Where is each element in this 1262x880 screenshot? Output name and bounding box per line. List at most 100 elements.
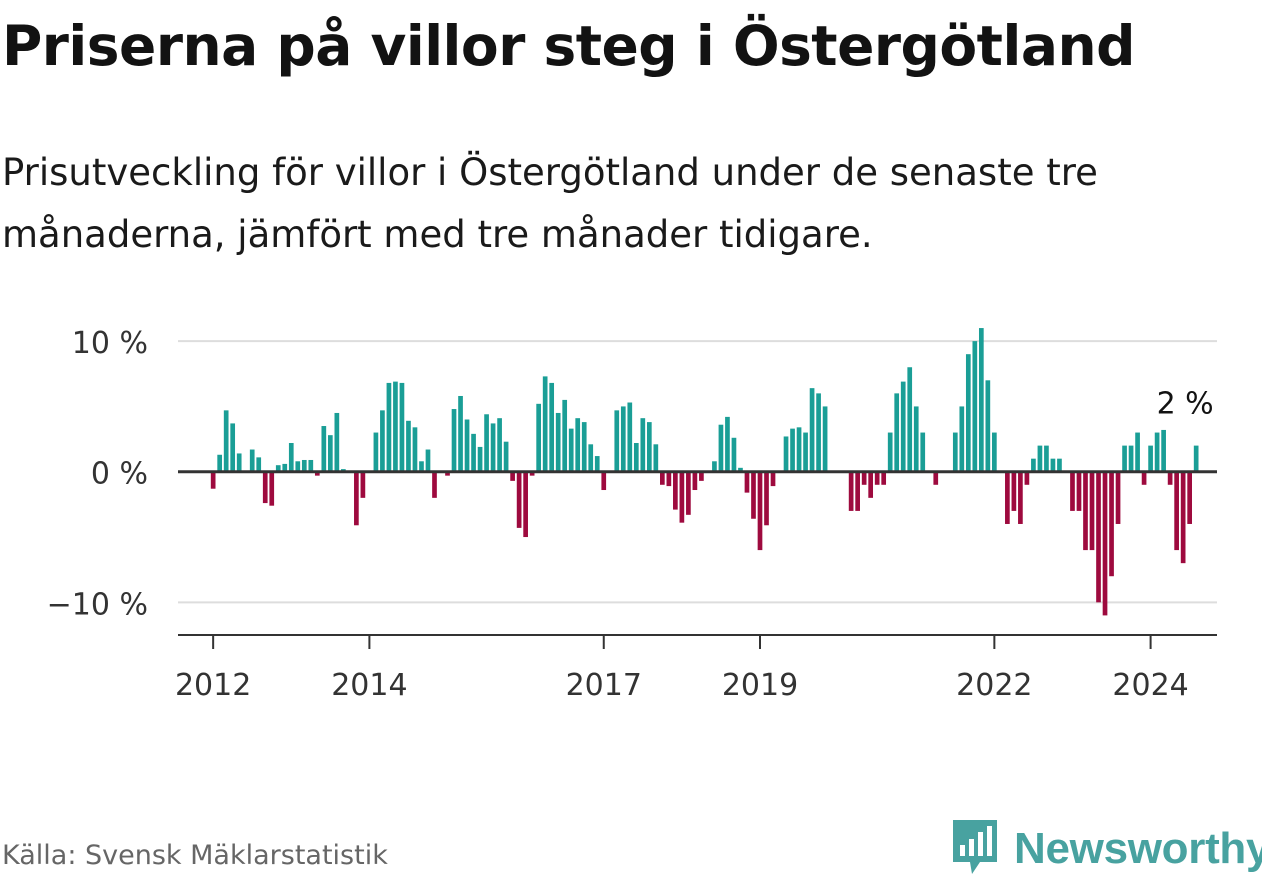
bar — [679, 471, 685, 523]
y-axis-labels: 10 % 0 % −10 % — [47, 326, 148, 622]
bar — [712, 461, 717, 472]
y-tick-label: 10 % — [72, 326, 148, 361]
bar — [562, 399, 568, 472]
bar — [646, 422, 652, 472]
bar — [217, 454, 223, 472]
bar — [1109, 471, 1114, 577]
bar — [301, 459, 307, 472]
bar — [1187, 471, 1192, 524]
bar — [516, 471, 522, 528]
bar — [1011, 471, 1017, 511]
bar — [1135, 432, 1140, 472]
bar — [699, 471, 704, 481]
bar — [373, 432, 379, 472]
latest-value-annotation: 2 % — [1157, 387, 1214, 422]
bar — [230, 423, 236, 472]
bar — [1141, 471, 1147, 485]
bar — [614, 410, 620, 472]
bar — [1096, 471, 1101, 603]
bar — [419, 461, 424, 472]
bar — [907, 367, 913, 472]
bar — [633, 443, 639, 472]
bar — [738, 467, 743, 472]
bar — [249, 449, 255, 472]
bar — [1018, 471, 1023, 524]
page-title: Priserna på villor steg i Östergötland — [2, 14, 1135, 78]
page-subtitle: Prisutveckling för villor i Östergötland… — [2, 151, 1098, 256]
bar — [920, 432, 926, 472]
bar — [223, 410, 229, 472]
bar — [1180, 471, 1186, 564]
x-tick-label: 2022 — [956, 668, 1032, 703]
bar — [1005, 471, 1010, 524]
bar — [575, 418, 581, 472]
bar — [978, 328, 984, 472]
bar — [874, 471, 880, 485]
bar — [822, 406, 828, 472]
bar — [686, 471, 691, 515]
bar — [1174, 471, 1179, 551]
bar — [406, 420, 411, 472]
bar — [653, 444, 659, 472]
bar — [1050, 458, 1056, 472]
bar — [992, 432, 997, 472]
bar — [1037, 445, 1043, 472]
bar — [295, 461, 301, 472]
bar — [809, 388, 815, 472]
bars — [210, 328, 1199, 616]
bar — [288, 443, 294, 472]
bar — [490, 423, 496, 472]
bar — [542, 376, 548, 472]
bar — [640, 418, 646, 472]
bar — [275, 465, 281, 472]
brand-name: Newsworthy — [1014, 824, 1262, 873]
bar — [1057, 458, 1062, 472]
bar — [1154, 432, 1160, 472]
bar — [1167, 471, 1173, 485]
bar — [868, 471, 874, 498]
x-tick-label: 2014 — [331, 668, 407, 703]
bar — [256, 457, 262, 472]
bar — [666, 471, 672, 487]
bar — [887, 432, 893, 472]
bar — [451, 409, 457, 472]
bar — [393, 381, 398, 472]
bar — [555, 412, 561, 472]
bar — [510, 471, 515, 481]
bar — [529, 471, 535, 476]
source-note: Källa: Svensk Mäklarstatistik — [2, 840, 388, 871]
bar — [503, 441, 509, 472]
bar — [783, 436, 789, 472]
gridlines — [178, 340, 1217, 604]
x-tick-label: 2012 — [175, 668, 251, 703]
bar — [972, 341, 978, 472]
bar — [952, 432, 958, 472]
bar — [965, 354, 971, 472]
bar — [985, 380, 991, 472]
bar — [1076, 471, 1082, 511]
bar — [1024, 471, 1030, 485]
bar — [803, 432, 808, 472]
bar — [790, 428, 795, 472]
bar — [314, 471, 320, 476]
bar — [764, 471, 769, 526]
bar — [386, 382, 392, 472]
bar — [594, 456, 600, 472]
bar — [894, 393, 900, 472]
bar — [660, 471, 665, 485]
bar — [816, 393, 821, 472]
bar — [725, 416, 730, 472]
x-tick-label: 2017 — [566, 668, 642, 703]
bar — [1148, 445, 1153, 472]
bar — [1161, 429, 1166, 472]
bar — [282, 463, 288, 472]
bar — [933, 471, 939, 485]
bar — [549, 382, 555, 472]
bar — [1044, 445, 1049, 472]
bar — [692, 471, 698, 491]
bar — [861, 471, 867, 485]
bar — [464, 419, 470, 472]
bar — [673, 471, 678, 510]
bar — [471, 433, 476, 472]
